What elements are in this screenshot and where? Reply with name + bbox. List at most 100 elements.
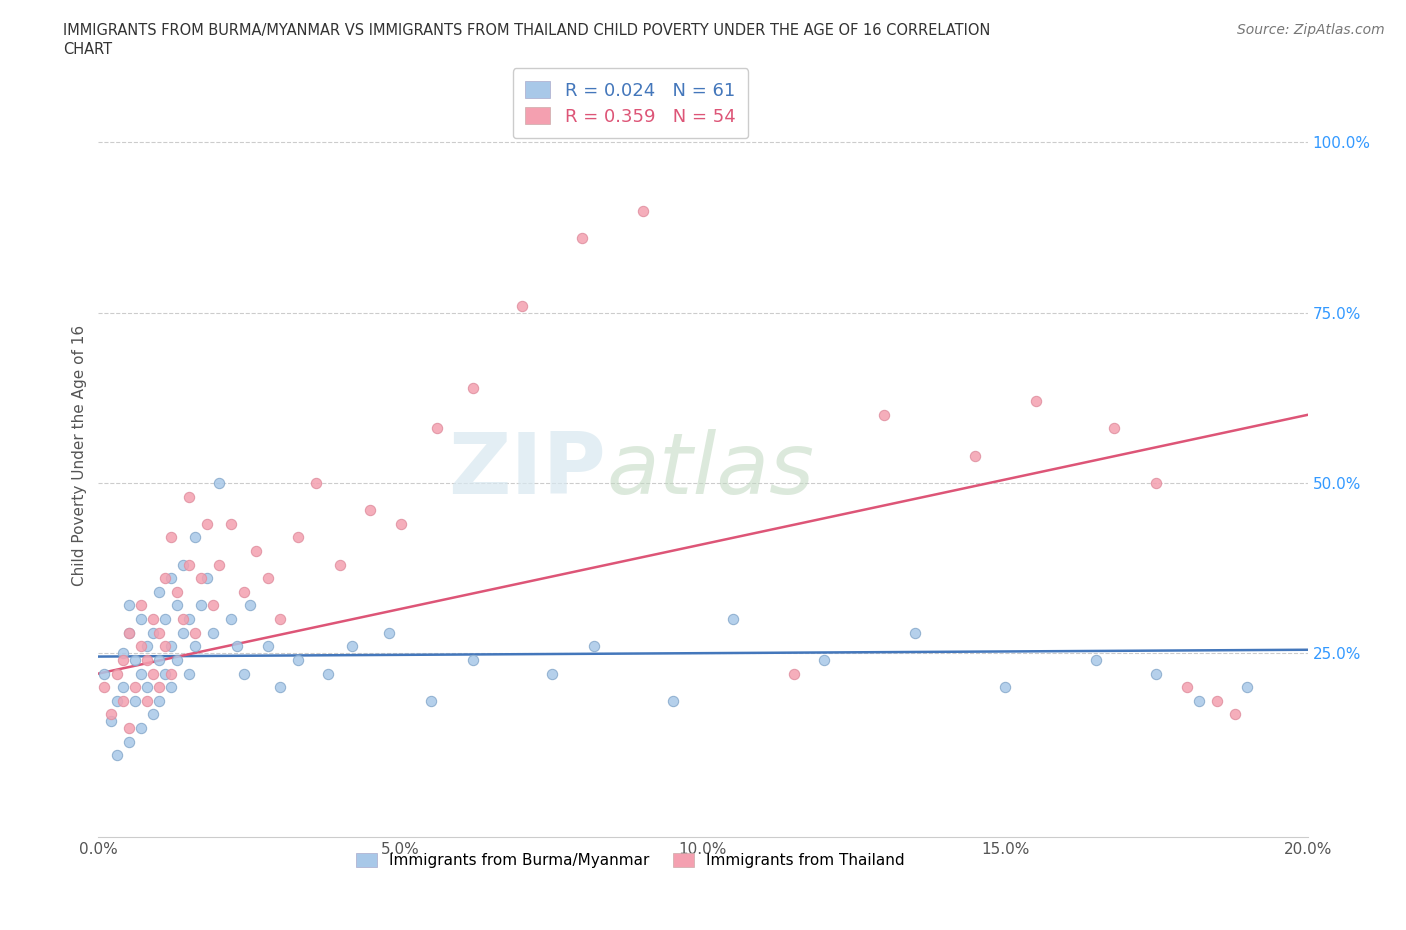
Point [166,653,188,668]
Point [692,122,714,137]
Point [232,584,254,599]
Point [329,557,352,572]
Point [105,666,128,681]
Point [1144,475,1167,490]
Point [221,612,243,627]
Text: CHART: CHART [63,42,112,57]
Point [1223,707,1246,722]
Point [148,625,170,640]
Point [160,639,183,654]
Point [124,653,146,668]
Point [269,680,291,695]
Point [118,625,141,640]
Point [256,571,278,586]
Point [583,639,606,654]
Point [245,543,267,558]
Point [100,714,122,729]
Point [142,612,165,627]
Point [172,557,194,572]
Point [631,203,654,218]
Point [111,694,134,709]
Point [540,666,562,681]
Point [129,639,152,654]
Point [118,735,141,750]
Point [124,680,146,695]
Point [166,584,188,599]
Point [360,503,382,518]
Point [160,666,183,681]
Point [93,666,115,681]
Point [1102,421,1125,436]
Point [100,707,122,722]
Point [571,231,593,246]
Point [129,666,152,681]
Point [208,475,231,490]
Point [129,598,152,613]
Point [226,639,249,654]
Point [873,407,896,422]
Point [184,625,207,640]
Point [105,694,128,709]
Point [142,625,165,640]
Point [316,666,339,681]
Point [190,598,212,613]
Point [256,639,278,654]
Point [1144,666,1167,681]
Point [342,639,364,654]
Point [184,639,207,654]
Point [105,748,128,763]
Point [135,694,157,709]
Point [118,598,141,613]
Point [118,721,141,736]
Point [287,530,309,545]
Point [148,680,170,695]
Point [179,612,201,627]
Point [135,680,157,695]
Point [111,645,134,660]
Point [148,694,170,709]
Point [160,680,183,695]
Y-axis label: Child Poverty Under the Age of 16: Child Poverty Under the Age of 16 [72,326,87,586]
Point [426,421,449,436]
Point [129,612,152,627]
Point [813,653,835,668]
Point [179,666,201,681]
Point [142,666,165,681]
Point [305,475,328,490]
Point [179,489,201,504]
Point [166,598,188,613]
Point [239,598,262,613]
Point [153,639,176,654]
Point [111,653,134,668]
Point [1188,694,1211,709]
Point [195,571,218,586]
Point [129,721,152,736]
Point [172,625,194,640]
Point [783,666,806,681]
Point [153,612,176,627]
Point [994,680,1017,695]
Point [172,612,194,627]
Point [135,653,157,668]
Text: atlas: atlas [606,430,814,512]
Point [184,530,207,545]
Point [377,625,399,640]
Point [202,598,225,613]
Point [118,625,141,640]
Point [153,571,176,586]
Text: Source: ZipAtlas.com: Source: ZipAtlas.com [1237,23,1385,37]
Point [723,612,745,627]
Point [111,680,134,695]
Point [232,666,254,681]
Point [148,584,170,599]
Point [221,516,243,531]
Point [124,694,146,709]
Legend: Immigrants from Burma/Myanmar, Immigrants from Thailand: Immigrants from Burma/Myanmar, Immigrant… [346,842,915,879]
Point [904,625,927,640]
Point [389,516,412,531]
Point [208,557,231,572]
Text: ZIP: ZIP [449,430,606,512]
Point [160,571,183,586]
Point [202,625,225,640]
Point [93,680,115,695]
